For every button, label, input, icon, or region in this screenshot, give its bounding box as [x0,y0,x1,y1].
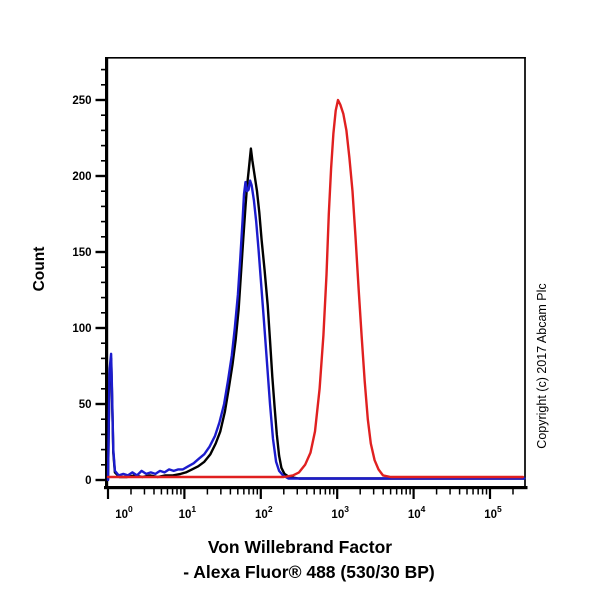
x-axis-tick-label: 105 [484,504,502,521]
x-axis-line [104,486,528,490]
x-axis-tick-label: 104 [408,504,426,521]
histogram-curve-red [106,98,525,479]
x-axis-tick-label: 103 [331,504,349,521]
axes-layer: 100 101 102 103 104 105 0 50 100 150 200 250 [72,56,528,521]
y-axis-line [105,57,109,489]
y-axis-tick-label: 100 [72,323,91,335]
y-axis-tick-label: 0 [85,475,91,487]
y-axis-title: Count [31,247,48,292]
x-axis-tick-label: 100 [115,504,133,521]
copyright-notice: Copyright (c) 2017 Abcam Plc [535,283,549,448]
x-axis-title-line2: - Alexa Fluor® 488 (530/30 BP) [183,562,435,582]
curves-layer [106,98,526,482]
y-axis-tick-label: 200 [72,171,91,183]
x-axis-title-line1: Von Willebrand Factor [208,537,392,557]
histogram-curve-blue [106,179,526,482]
y-axis-tick-label: 150 [72,247,91,259]
y-axis-tick-label: 250 [72,95,91,107]
x-axis-tick-label: 102 [255,504,273,521]
x-axis-tick-label: 101 [179,504,197,521]
y-axis-tick-label: 50 [79,399,92,411]
